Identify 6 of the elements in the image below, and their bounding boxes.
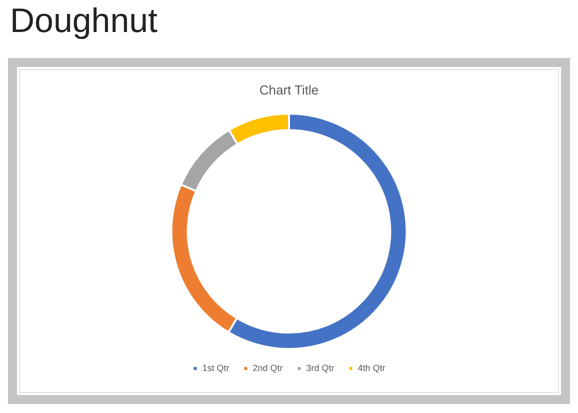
legend-label: 4th Qtr <box>358 362 386 373</box>
legend-label: 1st Qtr <box>202 362 230 373</box>
legend-label: 3rd Qtr <box>306 362 334 373</box>
legend-label: 2nd Qtr <box>252 362 283 373</box>
chart-subtitle: Chart Title <box>259 82 319 98</box>
chart-title: Doughnut <box>10 2 158 41</box>
